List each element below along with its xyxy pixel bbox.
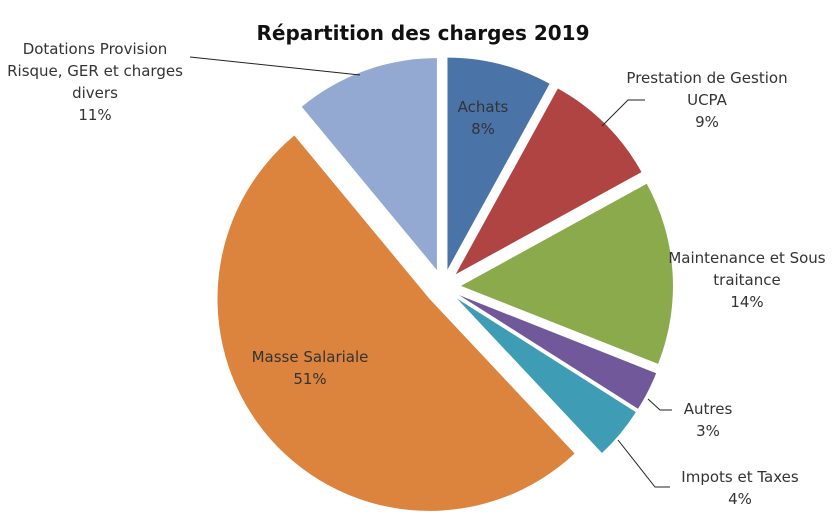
pie-slice: [456, 298, 636, 454]
value-label: 14%: [730, 293, 764, 311]
category-label: Prestation de Gestion UCPA: [626, 69, 788, 109]
slice-label: Maintenance et Sous traitance 14%: [662, 247, 832, 313]
leader-line: [647, 398, 672, 411]
slice-label: Impots et Taxes 4%: [665, 466, 815, 510]
value-label: 3%: [696, 422, 720, 440]
pie-slice: [217, 135, 575, 511]
pie-slice: [301, 58, 437, 271]
value-label: 11%: [78, 106, 112, 124]
slice-label: Prestation de Gestion UCPA 9%: [622, 67, 792, 133]
category-label: Masse Salariale: [251, 348, 369, 366]
value-label: 51%: [293, 370, 327, 388]
value-label: 9%: [695, 113, 719, 131]
pie-slice: [447, 57, 550, 270]
category-label: Dotations Provision Risque, GER et charg…: [7, 40, 183, 102]
slice-label: Autres 3%: [668, 398, 748, 442]
pie-slice: [459, 295, 657, 409]
category-label: Autres: [683, 400, 733, 418]
slice-label: Dotations Provision Risque, GER et charg…: [0, 38, 195, 126]
category-label: Impots et Taxes: [681, 468, 799, 486]
pie-slice: [455, 88, 642, 275]
category-label: Achats: [457, 98, 509, 116]
leader-line: [617, 439, 670, 488]
value-label: 8%: [471, 120, 495, 138]
slice-label: Masse Salariale 51%: [220, 346, 400, 390]
value-label: 4%: [728, 490, 752, 508]
slice-label: Achats 8%: [443, 96, 523, 140]
pie-slice: [460, 183, 673, 364]
leader-line: [601, 99, 645, 127]
chart-title: Répartition des charges 2019: [256, 21, 590, 45]
leader-line: [189, 56, 361, 76]
category-label: Maintenance et Sous traitance: [668, 249, 826, 289]
